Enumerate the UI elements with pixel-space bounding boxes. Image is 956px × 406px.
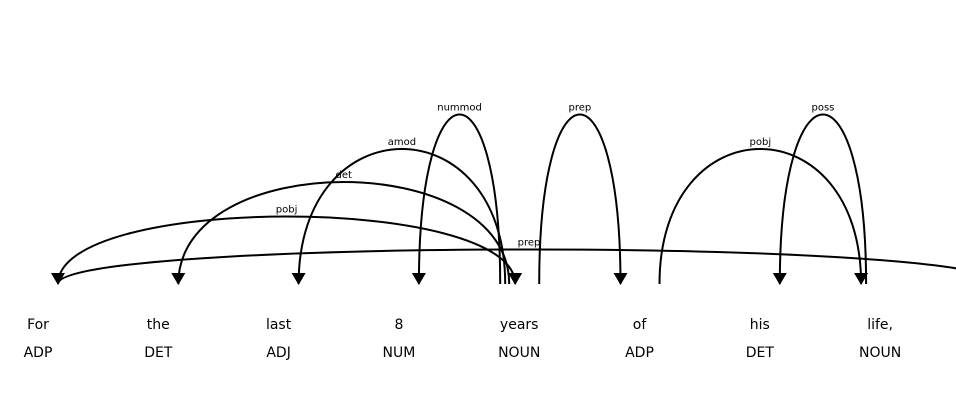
arcs-layer: prep pobj det amod nummod prep pobj poss [51,103,956,285]
arc-arrowhead [171,273,186,285]
arc-prep [57,248,956,285]
arc-arrowhead [613,273,628,285]
arc-label: prep [518,238,541,249]
token-pos-tag: ADJ [266,345,291,361]
arc-label: prep [568,103,591,114]
token-pos-tag: DET [144,345,173,361]
arc-label: poss [812,103,835,114]
arc-prep [538,113,622,285]
arc-pobj [658,148,863,285]
arc-amod [297,148,507,285]
arc-arrowhead [291,273,306,285]
arc-label: nummod [437,103,482,114]
tokens-layer: For ADP the DET last ADJ 8 NUM years NOUN of ADP his… [24,317,902,361]
arc-poss [778,113,868,285]
token-word: 8 [394,317,403,333]
token-pos-tag: NOUN [498,345,540,361]
token-pos-tag: ADP [24,345,53,361]
arc-arrowhead [772,273,787,285]
token-word: his [750,317,770,333]
token-word: For [27,317,49,333]
token-pos-tag: NUM [382,345,415,361]
token-pos-tag: ADP [625,345,654,361]
token-word: years [500,317,539,333]
arc-det [177,181,511,285]
token-word: the [147,317,170,333]
token-pos-tag: DET [746,345,775,361]
arc-pobj [57,215,517,285]
arc-label: amod [388,137,416,148]
arc-arrowhead [508,273,523,285]
arc-label: det [336,170,353,181]
arc-arrowhead [411,273,426,285]
arc-label: pobj [276,205,298,216]
arc-arrowhead [854,273,869,285]
arc-label: pobj [750,137,772,148]
token-word: of [633,317,648,333]
arc-nummod [417,113,502,285]
token-word: life, [867,317,893,333]
token-word: last [266,317,292,333]
token-pos-tag: NOUN [859,345,901,361]
